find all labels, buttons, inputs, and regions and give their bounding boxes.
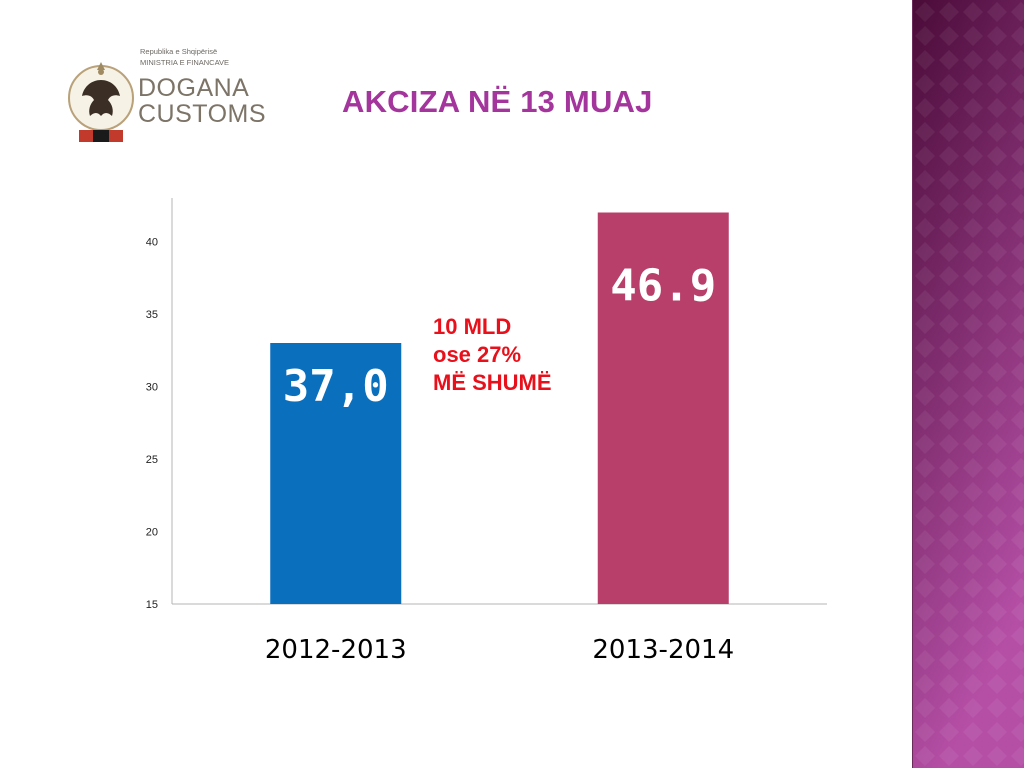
logo-republic-text: Republika e Shqipërisë	[140, 47, 218, 56]
annotation-line-1: 10 MLD	[433, 314, 512, 339]
y-tick-label: 15	[146, 599, 158, 611]
y-tick-label: 35	[146, 309, 158, 321]
y-tick-label: 30	[146, 382, 158, 394]
category-labels: 2012-2013 2013-2014	[265, 635, 734, 665]
y-tick-labels: 15 20 25 30 35 40	[146, 237, 158, 612]
slide: Republika e Shqipërisë MINISTRIA E FINAN…	[66, 46, 827, 665]
bar-2013-2014	[597, 212, 729, 604]
bar-2012-2013	[270, 343, 402, 604]
eagle-emblem-icon	[68, 62, 134, 142]
x-category-label: 2012-2013	[265, 635, 407, 665]
y-tick-label: 40	[146, 237, 158, 249]
annotation-line-3: MË SHUMË	[433, 370, 552, 395]
logo-dogana-text: DOGANA	[138, 74, 250, 102]
logo-customs-text: CUSTOMS	[138, 100, 267, 128]
side-panel-border	[912, 0, 913, 768]
x-category-label: 2013-2014	[592, 635, 734, 665]
increase-annotation: 10 MLD ose 27% MË SHUMË	[433, 313, 552, 397]
bar-chart: 15 20 25 30 35 40 37,0 46.9 2012-2013 2013-2014	[146, 198, 827, 665]
y-tick-label: 20	[146, 527, 158, 539]
annotation-line-2: ose 27%	[433, 342, 522, 367]
bar-value-label: 37,0	[283, 361, 389, 412]
decorative-side-panel	[913, 0, 1024, 768]
bar-value-label: 46.9	[610, 261, 716, 312]
bars: 37,0 46.9	[270, 212, 729, 604]
logo-ministry-text: MINISTRIA E FINANCAVE	[140, 58, 230, 67]
customs-logo: Republika e Shqipërisë MINISTRIA E FINAN…	[66, 46, 276, 146]
page-title: AKCIZA NË 13 MUAJ	[342, 84, 653, 119]
y-tick-label: 25	[146, 454, 158, 466]
